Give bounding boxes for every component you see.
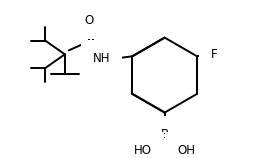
Text: HO: HO (134, 144, 152, 157)
Text: O: O (84, 14, 93, 27)
Text: NH: NH (93, 52, 110, 65)
Text: OH: OH (177, 144, 195, 157)
Text: B: B (161, 128, 169, 141)
Text: F: F (211, 48, 217, 61)
